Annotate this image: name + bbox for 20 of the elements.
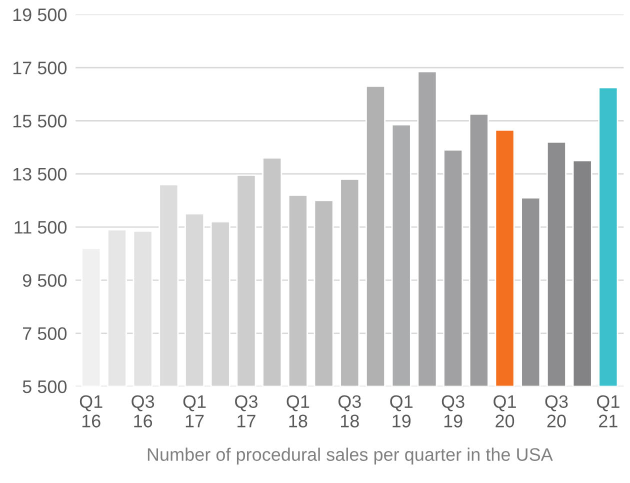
x-tick-label: Q3 16 bbox=[132, 395, 154, 428]
x-tick-label: Q1 21 bbox=[597, 395, 620, 428]
y-tick-label: 15 500 bbox=[13, 114, 67, 128]
x-tick-label: Q1 16 bbox=[80, 395, 102, 428]
x-tick-label: Q1 19 bbox=[390, 395, 413, 428]
x-tick-label: Q3 20 bbox=[545, 395, 568, 428]
y-tick-label: 11 500 bbox=[14, 220, 67, 234]
x-axis-title: Number of procedural sales per quarter in the USA bbox=[148, 448, 553, 465]
y-tick-label: 19 500 bbox=[13, 8, 67, 22]
x-tick-label: Q3 18 bbox=[338, 395, 361, 428]
y-tick-label: 9 500 bbox=[22, 274, 67, 287]
y-tick-label: 5 500 bbox=[22, 380, 67, 394]
x-tick-label: Q3 17 bbox=[235, 395, 258, 428]
x-tick-label: Q1 20 bbox=[494, 395, 516, 428]
x-tick-label: Q1 18 bbox=[286, 395, 310, 428]
x-tick-label: Q3 19 bbox=[442, 395, 464, 428]
y-tick-label: 17 500 bbox=[13, 62, 67, 74]
y-tick-label: 13 500 bbox=[13, 168, 67, 181]
y-tick-label: 7 500 bbox=[23, 327, 67, 340]
x-tick-label: Q1 17 bbox=[183, 395, 206, 428]
